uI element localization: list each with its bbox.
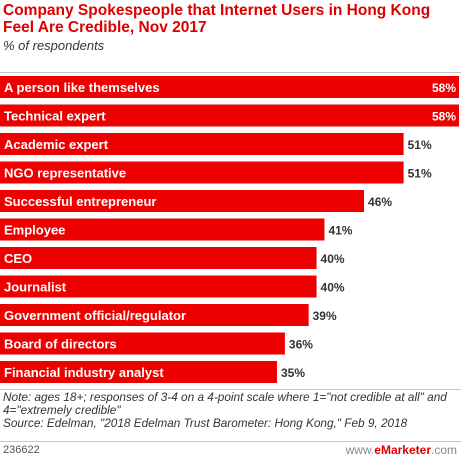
value-label-8: 39% — [313, 309, 337, 323]
bar-5 — [0, 218, 325, 241]
bar-1 — [0, 104, 459, 127]
bar-4 — [0, 190, 365, 212]
category-label-4: Successful entrepreneur — [4, 194, 156, 209]
category-label-9: Board of directors — [4, 337, 117, 352]
category-label-10: Financial industry analyst — [4, 365, 164, 380]
value-label-6: 40% — [321, 252, 345, 266]
value-label-4: 46% — [368, 195, 392, 209]
footer: 236622 www.eMarketer.com — [0, 441, 461, 461]
emarketer-logo[interactable]: www.eMarketer.com — [346, 443, 457, 457]
logo-brand: eMarketer — [374, 443, 431, 457]
bar-7 — [0, 275, 317, 298]
value-label-0: 58% — [432, 81, 456, 95]
category-label-6: CEO — [4, 251, 32, 266]
category-label-8: Government official/regulator — [4, 308, 186, 323]
value-label-1: 58% — [432, 110, 456, 124]
bar-8 — [0, 304, 309, 326]
logo-suffix: .com — [430, 443, 457, 457]
category-label-7: Journalist — [4, 280, 67, 295]
value-label-3: 51% — [408, 167, 432, 181]
category-label-0: A person like themselves — [4, 80, 160, 95]
category-label-1: Technical expert — [4, 109, 106, 124]
notes-divider — [0, 389, 461, 390]
note-text: Note: ages 18+; responses of 3-4 on a 4-… — [3, 390, 447, 417]
chart-id: 236622 — [3, 444, 40, 456]
bar-10 — [0, 361, 277, 383]
value-label-7: 40% — [321, 281, 345, 295]
bar-2 — [0, 133, 404, 155]
category-label-2: Academic expert — [4, 137, 109, 152]
bar-6 — [0, 247, 317, 269]
chart-subtitle: % of respondents — [3, 38, 105, 53]
value-label-2: 51% — [408, 138, 432, 152]
category-label-3: NGO representative — [4, 166, 126, 181]
top-divider — [0, 72, 461, 73]
bar-9 — [0, 332, 285, 355]
bar-0 — [0, 76, 459, 98]
source-text: Source: Edelman, "2018 Edelman Trust Bar… — [3, 416, 408, 430]
value-label-9: 36% — [289, 338, 313, 352]
logo-prefix: www. — [345, 443, 375, 457]
chart-title: Company Spokespeople that Internet Users… — [3, 2, 431, 36]
category-label-5: Employee — [4, 223, 65, 238]
chart-notes: Note: ages 18+; responses of 3-4 on a 4-… — [3, 391, 459, 430]
value-label-5: 41% — [328, 224, 352, 238]
bar-3 — [0, 161, 404, 184]
value-label-10: 35% — [281, 366, 305, 380]
